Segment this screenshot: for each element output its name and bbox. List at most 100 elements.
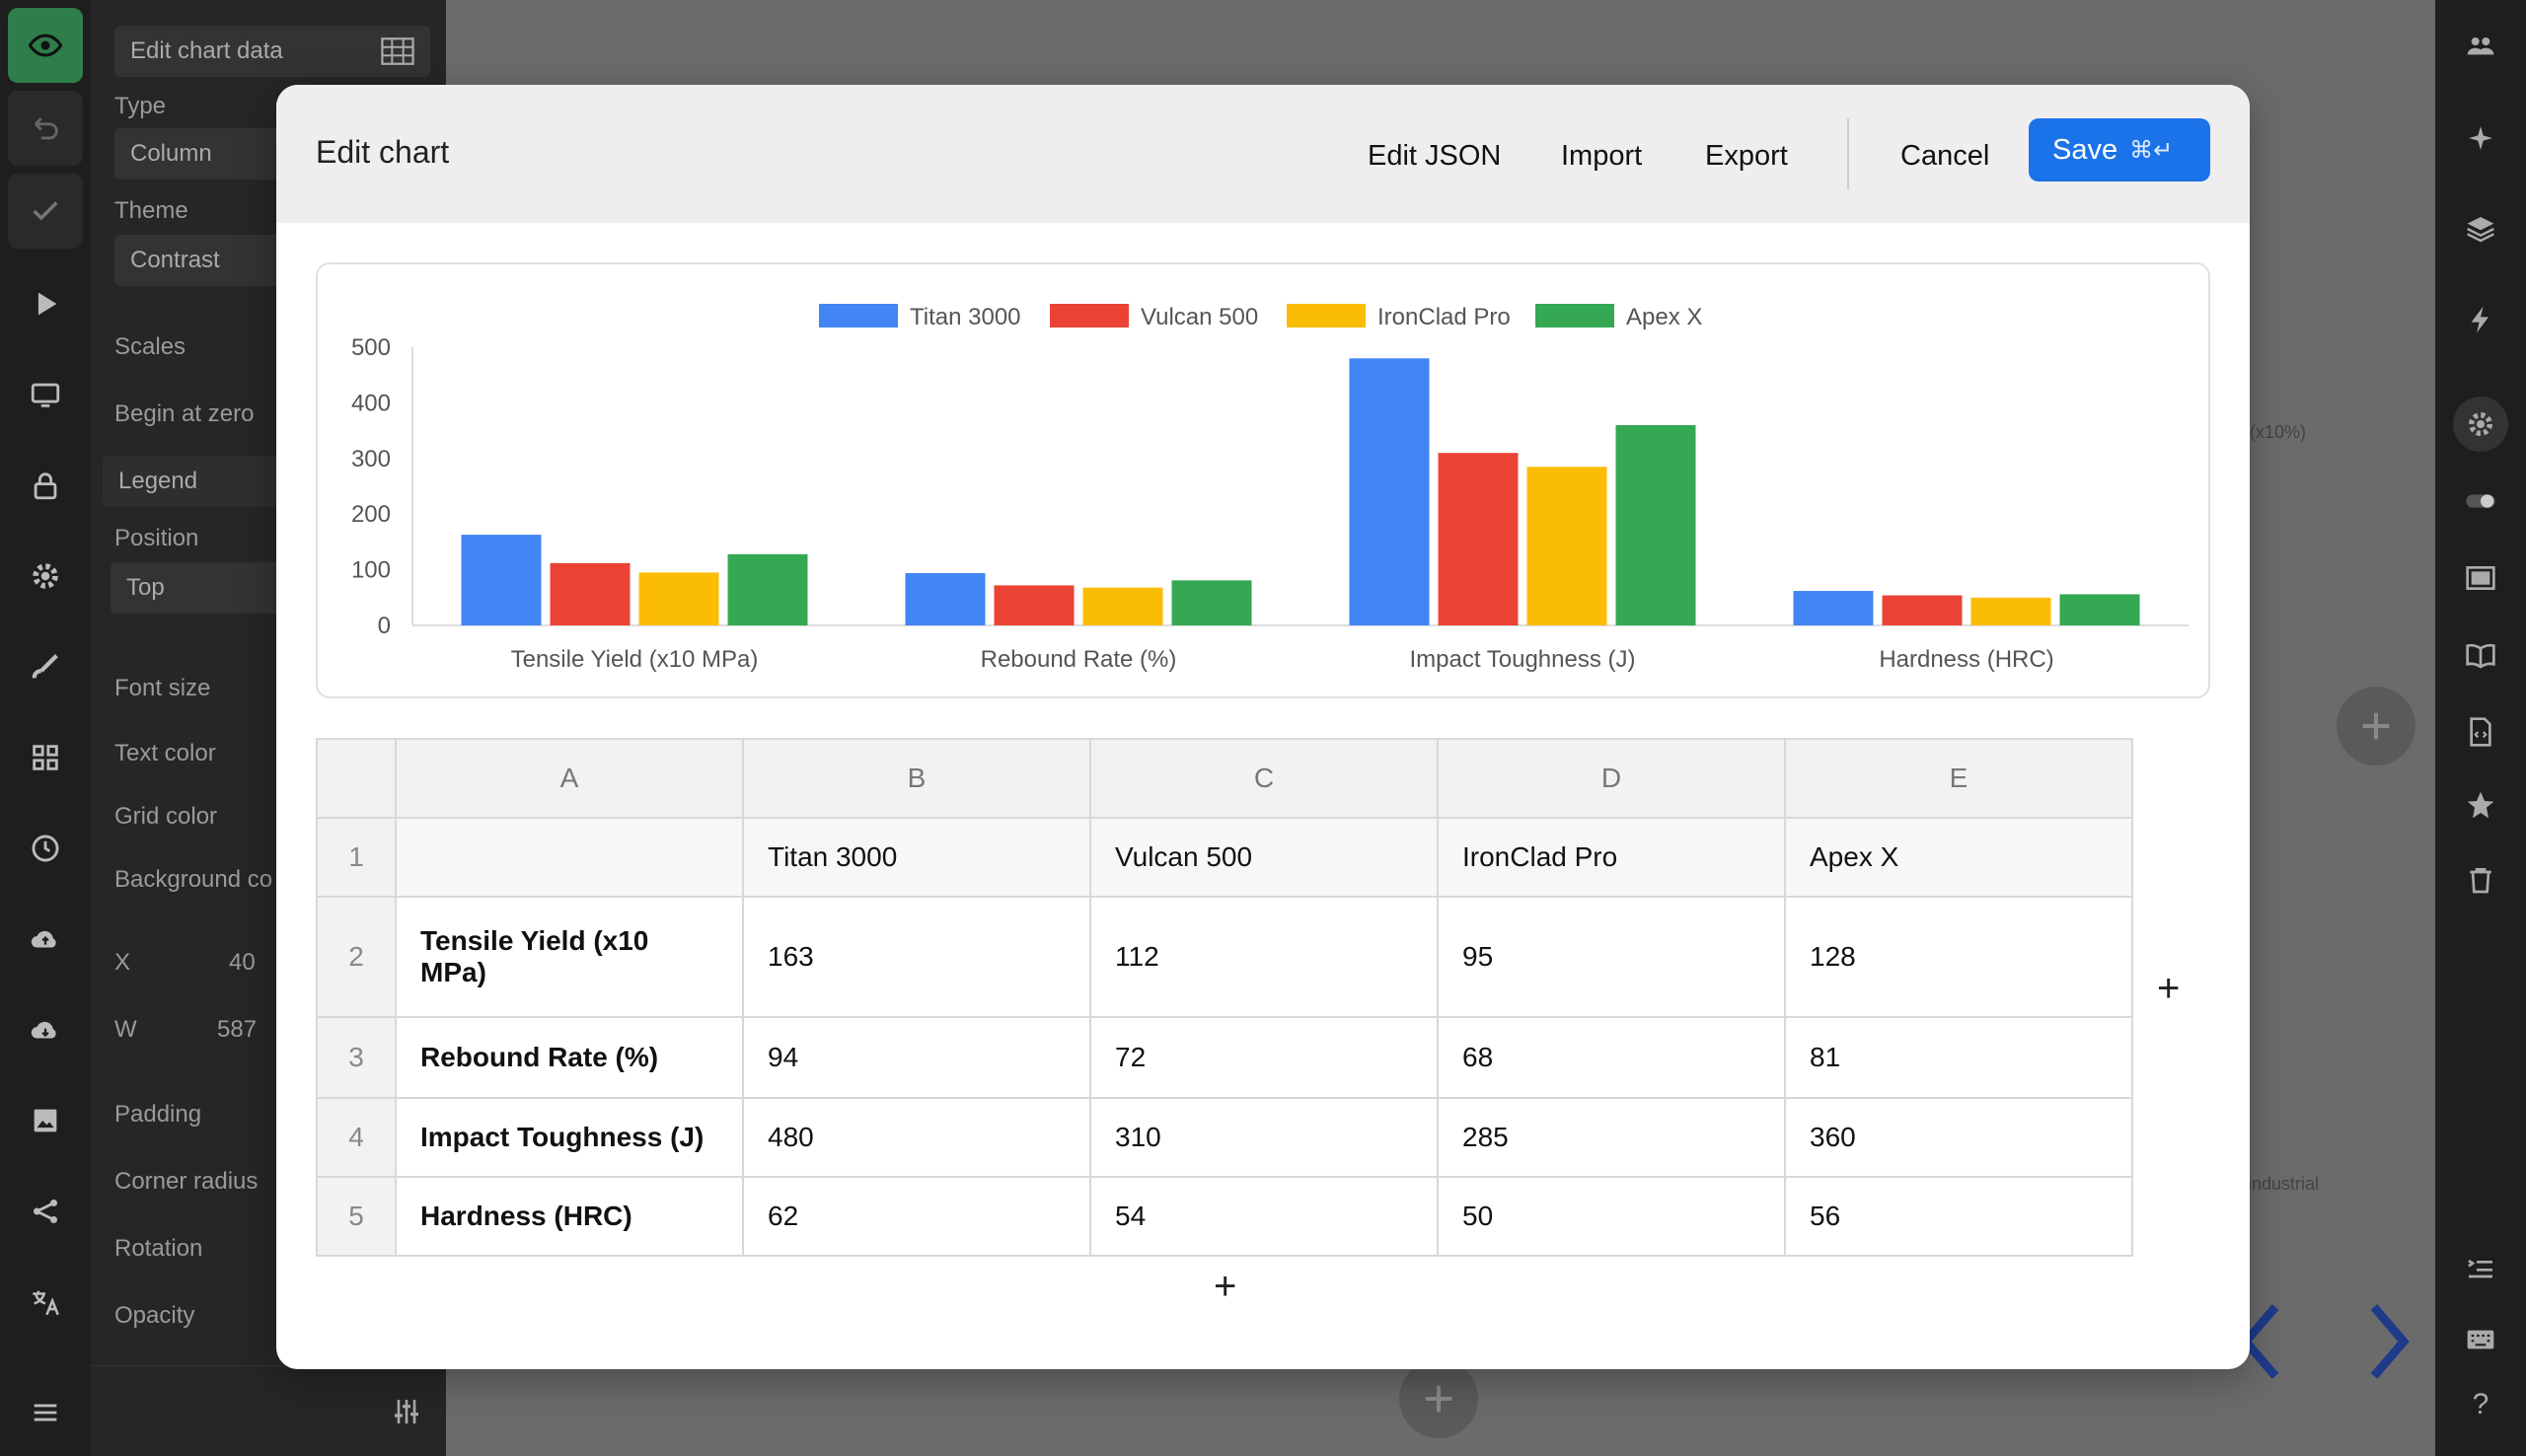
table-cell[interactable]: Titan 3000	[742, 817, 1091, 898]
row-number[interactable]: 4	[316, 1097, 397, 1178]
play-icon	[37, 292, 57, 316]
outline-button[interactable]	[2453, 1241, 2508, 1296]
code-button[interactable]	[2453, 704, 2508, 760]
table-cell[interactable]: 95	[1437, 896, 1786, 1018]
history-button[interactable]	[8, 811, 83, 886]
settings-button[interactable]	[2453, 397, 2508, 452]
add-below-button[interactable]	[1399, 1359, 1478, 1438]
keyboard-icon	[2467, 1330, 2494, 1349]
y-tick-label: 0	[378, 613, 391, 639]
menu-icon	[34, 1404, 57, 1421]
upload-button[interactable]	[8, 902, 83, 977]
grid-icon	[33, 745, 58, 770]
begin-at-zero-label[interactable]: Begin at zero	[114, 400, 255, 427]
toggle-button[interactable]	[2453, 473, 2508, 529]
legend-swatch	[1535, 304, 1614, 328]
panel-footer	[91, 1365, 446, 1456]
add-slide-button[interactable]	[2337, 687, 2415, 765]
bolt-icon	[2471, 306, 2489, 333]
position-label: Position	[114, 525, 199, 551]
download-button[interactable]	[8, 992, 83, 1067]
table-cell[interactable]: Hardness (HRC)	[395, 1176, 744, 1257]
table-cell[interactable]: Rebound Rate (%)	[395, 1016, 744, 1099]
row-number[interactable]: 1	[316, 817, 397, 898]
table-cell[interactable]: 62	[742, 1176, 1091, 1257]
column-header-row: A B C D E	[316, 738, 2133, 819]
help-button[interactable]: ?	[2453, 1377, 2508, 1432]
done-button[interactable]	[8, 174, 83, 249]
animate-button[interactable]	[2453, 292, 2508, 347]
table-cell[interactable]: Impact Toughness (J)	[395, 1097, 744, 1178]
media-button[interactable]	[8, 1083, 83, 1158]
collaborators-button[interactable]	[2453, 18, 2508, 73]
preview-button[interactable]	[8, 8, 83, 83]
favorite-button[interactable]	[2453, 777, 2508, 833]
add-row-button[interactable]: +	[1214, 1265, 1237, 1308]
main-menu-button[interactable]	[8, 1375, 83, 1450]
check-icon	[33, 201, 58, 221]
language-button[interactable]	[8, 1265, 83, 1340]
table-cell[interactable]: IronClad Pro	[1437, 817, 1786, 898]
x-label: X	[114, 949, 131, 976]
present-button[interactable]	[8, 266, 83, 341]
table-cell[interactable]: Tensile Yield (x10 MPa)	[395, 896, 744, 1018]
bar	[905, 572, 986, 625]
table-cell[interactable]: 480	[742, 1097, 1091, 1178]
lock-button[interactable]	[8, 448, 83, 523]
table-cell[interactable]: Vulcan 500	[1089, 817, 1439, 898]
frame-button[interactable]	[2453, 550, 2508, 606]
table-cell[interactable]: 68	[1437, 1016, 1786, 1099]
sliders-icon[interactable]	[391, 1396, 422, 1427]
notes-button[interactable]	[2453, 627, 2508, 683]
export-button[interactable]: Export	[1705, 128, 1788, 183]
column-header[interactable]: C	[1089, 738, 1439, 819]
chevron-right-icon[interactable]	[2364, 1302, 2414, 1381]
w-value[interactable]: 587	[217, 1016, 258, 1043]
table-cell[interactable]: 112	[1089, 896, 1439, 1018]
brush-button[interactable]	[8, 629, 83, 704]
row-number[interactable]: 2	[316, 896, 397, 1018]
column-header[interactable]: B	[742, 738, 1091, 819]
apps-button[interactable]	[8, 720, 83, 795]
table-cell[interactable]: 50	[1437, 1176, 1786, 1257]
table-cell[interactable]: 163	[742, 896, 1091, 1018]
table-cell[interactable]: 54	[1089, 1176, 1439, 1257]
cloud-upload-icon	[31, 930, 56, 948]
row-number[interactable]: 3	[316, 1016, 397, 1099]
table-cell[interactable]: Apex X	[1784, 817, 2133, 898]
cancel-button[interactable]: Cancel	[1900, 128, 1989, 183]
table-cell[interactable]: 81	[1784, 1016, 2133, 1099]
edit-json-button[interactable]: Edit JSON	[1368, 128, 1501, 183]
display-button[interactable]	[8, 357, 83, 432]
x-value[interactable]: 40	[229, 949, 256, 976]
bar	[994, 585, 1075, 625]
keyboard-button[interactable]	[2453, 1312, 2508, 1367]
table-cell[interactable]: 128	[1784, 896, 2133, 1018]
edit-chart-data-button[interactable]: Edit chart data	[114, 26, 430, 77]
grid-color-label: Grid color	[114, 803, 218, 830]
add-column-button[interactable]: +	[2157, 967, 2181, 1010]
save-button[interactable]: Save ⌘↵	[2029, 118, 2210, 182]
column-header[interactable]: A	[395, 738, 744, 819]
table-cell[interactable]: 360	[1784, 1097, 2133, 1178]
ai-button[interactable]	[2453, 110, 2508, 166]
settings-button[interactable]	[8, 539, 83, 614]
table-cell[interactable]: 310	[1089, 1097, 1439, 1178]
column-header[interactable]: E	[1784, 738, 2133, 819]
table-cell[interactable]: 94	[742, 1016, 1091, 1099]
right-toolbar: ?	[2435, 0, 2526, 1456]
table-cell[interactable]: 285	[1437, 1097, 1786, 1178]
edit-chart-data-label: Edit chart data	[130, 37, 283, 64]
opacity-label: Opacity	[114, 1302, 195, 1329]
column-header[interactable]: D	[1437, 738, 1786, 819]
table-cell[interactable]: 56	[1784, 1176, 2133, 1257]
undo-button[interactable]	[8, 91, 83, 166]
delete-button[interactable]	[2453, 852, 2508, 908]
layers-button[interactable]	[2453, 201, 2508, 256]
table-cell[interactable]	[395, 817, 744, 898]
table-cell[interactable]: 72	[1089, 1016, 1439, 1099]
share-button[interactable]	[8, 1174, 83, 1249]
row-number[interactable]: 5	[316, 1176, 397, 1257]
import-button[interactable]: Import	[1561, 128, 1642, 183]
bar-chart: 0 100 200 300 400 500 Tensile Yield (x10 MPa) R…	[351, 304, 2189, 673]
